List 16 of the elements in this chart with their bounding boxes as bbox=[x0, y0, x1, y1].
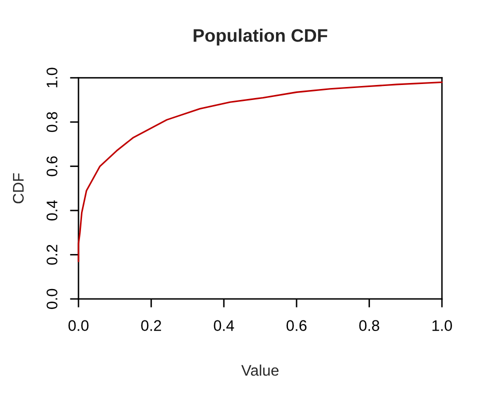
x-tick-label: 0.2 bbox=[141, 320, 162, 331]
x-tick-label: 0.6 bbox=[286, 320, 307, 331]
y-tick-label: 0.4 bbox=[46, 200, 58, 221]
y-tick-label: 0.0 bbox=[46, 288, 58, 309]
x-axis-title: Value bbox=[241, 364, 279, 376]
line-series bbox=[78, 81, 443, 262]
x-tick-label: 0.8 bbox=[359, 320, 380, 331]
x-tick-label: 0.0 bbox=[68, 320, 89, 331]
y-tick-label: 0.2 bbox=[46, 244, 58, 265]
y-tick-label: 0.6 bbox=[46, 156, 58, 176]
y-tick-label: 1.0 bbox=[46, 68, 58, 88]
y-tick-label: 0.8 bbox=[46, 112, 58, 132]
x-tick-label: 1.0 bbox=[432, 320, 452, 331]
y-axis-title: CDF bbox=[12, 173, 24, 204]
chart-title: Population CDF bbox=[194, 28, 328, 46]
x-tick-label: 0.4 bbox=[214, 320, 234, 331]
